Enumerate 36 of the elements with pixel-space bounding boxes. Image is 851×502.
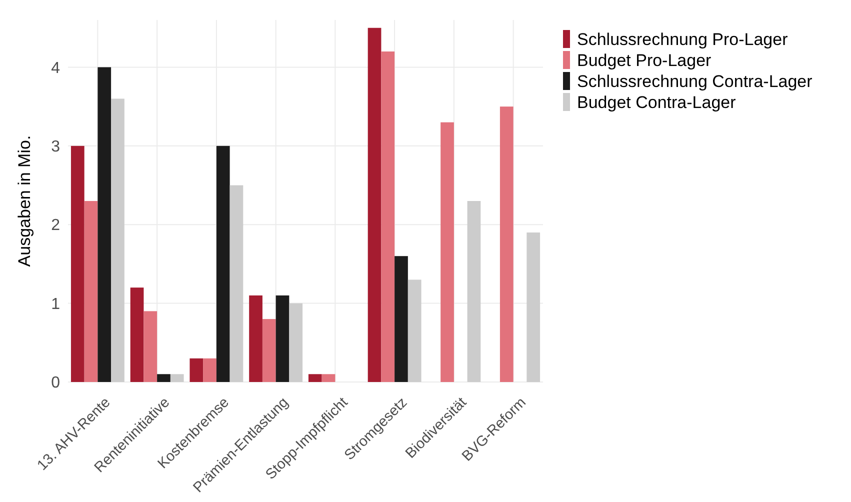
bar <box>84 201 98 382</box>
bar <box>130 288 144 382</box>
y-axis-title: Ausgaben in Mio. <box>15 135 34 267</box>
bar <box>98 67 112 382</box>
bar <box>440 122 454 382</box>
bar <box>203 358 216 382</box>
bar <box>262 319 276 382</box>
bar <box>216 146 230 382</box>
legend-label: Schlussrechnung Contra-Lager <box>577 72 813 91</box>
bar <box>289 303 303 382</box>
bar <box>368 28 382 382</box>
bar <box>111 98 124 382</box>
bar <box>144 311 158 382</box>
y-tick-label: 1 <box>51 296 60 313</box>
bar <box>322 374 336 382</box>
bar <box>190 358 204 382</box>
bar <box>408 280 422 382</box>
bar <box>157 374 170 382</box>
bar <box>249 295 262 382</box>
bar <box>381 51 395 382</box>
legend-label: Budget Contra-Lager <box>577 92 736 112</box>
bar <box>467 201 481 382</box>
legend-label: Budget Pro-Lager <box>577 50 712 70</box>
y-tick-label: 3 <box>51 138 60 156</box>
bar <box>170 374 184 382</box>
bar <box>230 185 244 382</box>
y-tick-label: 0 <box>51 374 60 392</box>
bar <box>70 146 84 382</box>
bar <box>276 295 290 382</box>
y-tick-label: 4 <box>51 60 60 77</box>
bar <box>500 106 514 382</box>
bar <box>526 232 540 382</box>
bar <box>394 256 408 382</box>
y-tick-label: 2 <box>51 217 60 234</box>
bar <box>308 374 322 382</box>
legend-label: Schlussrechnung Pro-Lager <box>577 30 788 49</box>
